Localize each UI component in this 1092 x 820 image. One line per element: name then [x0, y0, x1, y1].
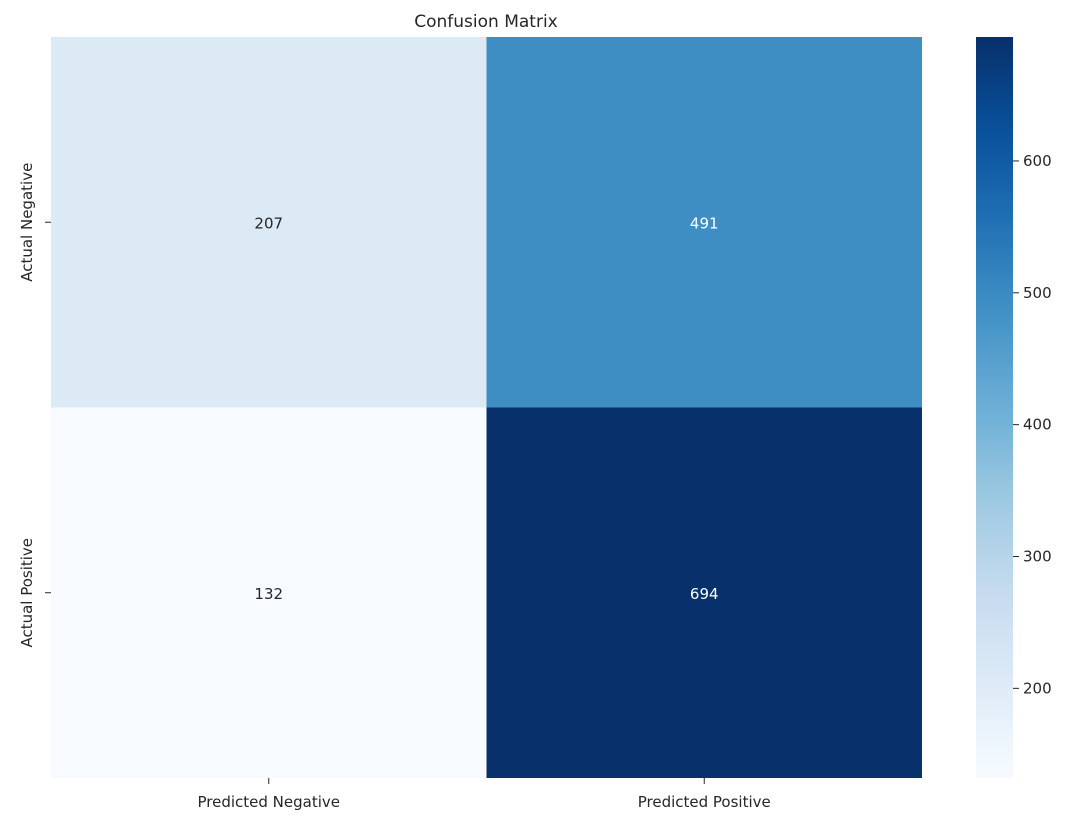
heatmap-cells [51, 37, 922, 778]
y-tick-label: Actual Positive [18, 538, 36, 648]
colorbar-tick-label: 400 [1023, 416, 1052, 434]
colorbar-gradient [976, 37, 1013, 778]
heatmap-cell [486, 37, 922, 408]
colorbar-tick-label: 600 [1023, 152, 1052, 170]
heatmap-cell [486, 407, 922, 778]
cell-value-label: 491 [690, 214, 719, 232]
y-axis: Actual Negative Actual Positive [18, 163, 51, 648]
heatmap-cell [51, 407, 487, 778]
cell-value-label: 694 [690, 585, 719, 603]
x-tick-label: Predicted Positive [638, 793, 771, 811]
heatmap-cell [51, 37, 487, 408]
colorbar-tick-label: 200 [1023, 679, 1052, 697]
colorbar: 200 300 400 500 600 [976, 37, 1052, 778]
cell-value-label: 132 [254, 585, 283, 603]
cell-value-label: 207 [254, 214, 283, 232]
chart-title: Confusion Matrix [414, 12, 558, 32]
colorbar-tick-label: 500 [1023, 284, 1052, 302]
colorbar-tick-label: 300 [1023, 547, 1052, 565]
x-tick-label: Predicted Negative [198, 793, 341, 811]
x-axis: Predicted Negative Predicted Positive [198, 778, 771, 811]
y-tick-label: Actual Negative [18, 163, 36, 282]
heatmap-cell-labels: 207 491 132 694 [254, 214, 718, 603]
